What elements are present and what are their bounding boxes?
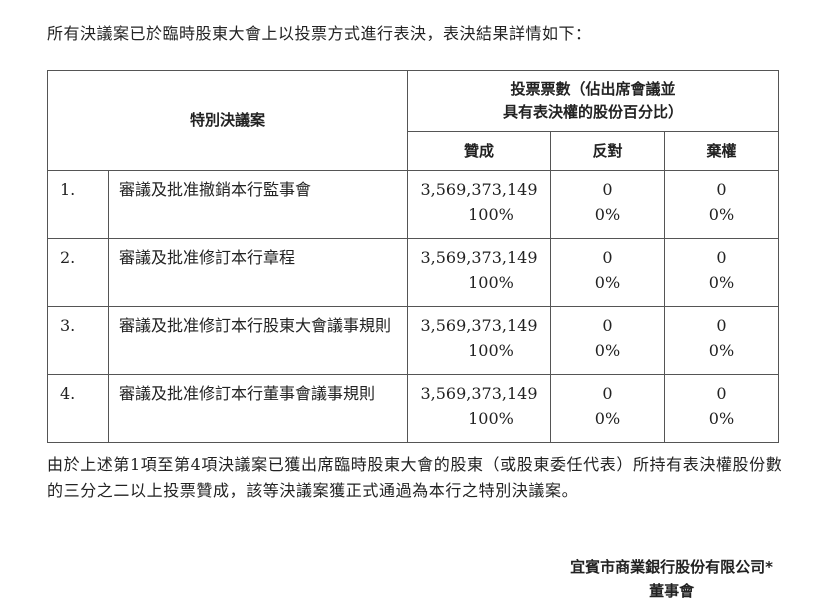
- resolution-title: 審議及批准修訂本行章程: [108, 238, 408, 307]
- votes-against-pct: 0%: [594, 341, 621, 360]
- resolution-number: 1.: [47, 170, 109, 239]
- votes-against-pct: 0%: [594, 273, 621, 292]
- header-abstain: 棄權: [664, 131, 779, 171]
- votes-against-count: 0: [602, 180, 613, 199]
- votes-for-pct: 100%: [468, 205, 514, 224]
- votes-against-pct: 0%: [594, 409, 621, 428]
- votes-abstain-pct: 0%: [708, 409, 735, 428]
- votes-abstain-count: 0: [716, 248, 727, 267]
- resolution-number: 2.: [47, 238, 109, 307]
- votes-for: 3,569,373,149 100%: [407, 374, 551, 443]
- votes-for: 3,569,373,149 100%: [407, 170, 551, 239]
- signature-block: 宜賓市商業銀行股份有限公司* 董事會: [570, 555, 773, 603]
- header-votes-line2: 具有表決權的股份百分比）: [502, 103, 683, 121]
- resolution-title: 審議及批准修訂本行股東大會議事規則: [108, 306, 408, 375]
- votes-for-count: 3,569,373,149: [420, 316, 538, 335]
- votes-for-pct: 100%: [468, 341, 514, 360]
- votes-abstain-count: 0: [716, 180, 727, 199]
- board-name: 董事會: [649, 582, 695, 600]
- votes-against-pct: 0%: [594, 205, 621, 224]
- votes-abstain: 0 0%: [664, 170, 779, 239]
- intro-text: 所有決議案已於臨時股東大會上以投票方式進行表決，表決結果詳情如下：: [47, 24, 592, 43]
- resolution-number: 3.: [47, 306, 109, 375]
- votes-against-count: 0: [602, 384, 613, 403]
- company-name: 宜賓市商業銀行股份有限公司*: [570, 558, 773, 576]
- resolution-number: 4.: [47, 374, 109, 443]
- votes-for: 3,569,373,149 100%: [407, 238, 551, 307]
- votes-for-pct: 100%: [468, 273, 514, 292]
- header-votes: 投票票數（佔出席會議並 具有表決權的股份百分比）: [407, 70, 779, 132]
- votes-for: 3,569,373,149 100%: [407, 306, 551, 375]
- table-row: 4. 審議及批准修訂本行董事會議事規則 3,569,373,149 100% 0 0% 0 0…: [47, 374, 779, 443]
- votes-abstain: 0 0%: [664, 306, 779, 375]
- votes-against: 0 0%: [550, 170, 665, 239]
- conclusion-text: 由於上述第1項至第4項決議案已獲出席臨時股東大會的股東（或股東委任代表）所持有表…: [47, 455, 783, 500]
- resolution-title: 審議及批准修訂本行董事會議事規則: [108, 374, 408, 443]
- votes-for-pct: 100%: [468, 409, 514, 428]
- votes-abstain: 0 0%: [664, 374, 779, 443]
- votes-abstain-count: 0: [716, 316, 727, 335]
- header-resolution: 特別決議案: [47, 70, 408, 171]
- votes-against: 0 0%: [550, 374, 665, 443]
- votes-against: 0 0%: [550, 238, 665, 307]
- table-row: 3. 審議及批准修訂本行股東大會議事規則 3,569,373,149 100% 0 0% 0…: [47, 306, 779, 375]
- votes-abstain-pct: 0%: [708, 205, 735, 224]
- header-for: 贊成: [407, 131, 551, 171]
- votes-abstain-count: 0: [716, 384, 727, 403]
- header-against: 反對: [550, 131, 665, 171]
- voting-results-table: 特別決議案 投票票數（佔出席會議並 具有表決權的股份百分比） 贊成 反對 棄權 …: [47, 70, 779, 443]
- votes-against-count: 0: [602, 248, 613, 267]
- votes-abstain-pct: 0%: [708, 341, 735, 360]
- votes-for-count: 3,569,373,149: [420, 384, 538, 403]
- table-row: 1. 審議及批准撤銷本行監事會 3,569,373,149 100% 0 0% 0 0%: [47, 170, 779, 239]
- votes-abstain-pct: 0%: [708, 273, 735, 292]
- votes-abstain: 0 0%: [664, 238, 779, 307]
- votes-against: 0 0%: [550, 306, 665, 375]
- table-row: 2. 審議及批准修訂本行章程 3,569,373,149 100% 0 0% 0 0%: [47, 238, 779, 307]
- votes-for-count: 3,569,373,149: [420, 248, 538, 267]
- votes-against-count: 0: [602, 316, 613, 335]
- votes-for-count: 3,569,373,149: [420, 180, 538, 199]
- resolution-title: 審議及批准撤銷本行監事會: [108, 170, 408, 239]
- header-votes-line1: 投票票數（佔出席會議並: [510, 80, 676, 98]
